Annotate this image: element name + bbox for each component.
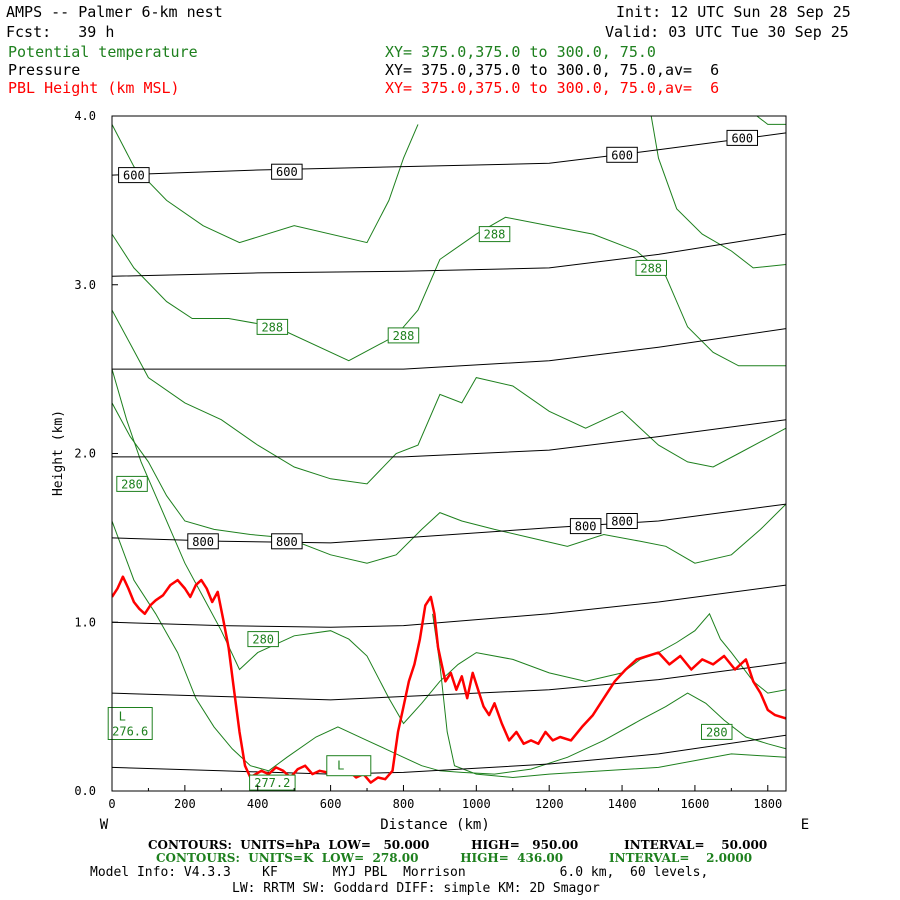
pressure-contour (112, 584, 786, 628)
theta-label: 288 (640, 261, 662, 275)
theta-label-box (116, 475, 148, 492)
x-tick-label: 200 (174, 797, 196, 811)
x-tick-label: 1400 (608, 797, 637, 811)
valid-time: Valid: 03 UTC Tue 30 Sep 25 (605, 23, 849, 41)
theta-contour (432, 613, 786, 779)
y-tick-label: 3.0 (74, 278, 96, 292)
theta-low-box (326, 755, 372, 777)
forecast-hour: Fcst: 39 h (6, 23, 115, 41)
chart-title: AMPS -- Palmer 6-km nest (6, 3, 223, 21)
pressure-label-box (606, 513, 638, 529)
y-tick-label: 2.0 (74, 447, 96, 461)
theta-low-marker: L (119, 710, 126, 724)
field1-xy: XY= 375.0,375.0 to 300.0, 75.0 (385, 43, 656, 61)
theta-contour (112, 368, 786, 725)
x-tick-label: 1200 (535, 797, 564, 811)
theta-low-box (107, 707, 153, 740)
pressure-contour (112, 233, 786, 277)
pressure-label: 800 (575, 520, 597, 534)
y-axis-label: Height (km) (51, 410, 66, 496)
pressure-label-box (271, 533, 303, 550)
theta-label: 280 (121, 477, 143, 491)
pressure-contour (112, 734, 786, 775)
theta-label: 280 (252, 633, 274, 647)
x-tick-label: 1800 (753, 797, 782, 811)
theta-label: 288 (484, 228, 506, 242)
footer-model-info: Model Info: V4.3.3 KF MYJ PBL Morrison 6… (90, 865, 709, 880)
theta-low-marker: L (337, 759, 344, 773)
field3-xy: XY= 375.0,375.0 to 300.0, 75.0,av= 6 (385, 79, 720, 97)
pressure-label: 600 (731, 131, 753, 145)
pressure-contour (112, 132, 786, 176)
field3-name: PBL Height (km MSL) (8, 79, 180, 97)
theta-contour (112, 216, 786, 367)
pressure-label: 800 (276, 535, 298, 549)
field2-name: Pressure (8, 61, 81, 79)
y-tick-label: 0.0 (74, 784, 96, 798)
pressure-contour (112, 503, 786, 544)
theta-contour (756, 116, 786, 125)
x-axis-label: Distance (km) (380, 817, 490, 833)
x-tick-label: 400 (247, 797, 269, 811)
theta-label-box (635, 259, 667, 276)
theta-label-box (247, 631, 279, 648)
theta-label: 288 (261, 320, 283, 334)
theta-label-box (478, 226, 511, 243)
pressure-label-box (187, 533, 219, 550)
theta-low-value: 276.6 (112, 725, 148, 739)
pressure-contour (112, 328, 786, 370)
theta-label: 280 (706, 725, 728, 739)
theta-label-box (701, 723, 733, 740)
theta-contour (650, 116, 786, 269)
x-tick-label: 800 (393, 797, 415, 811)
pressure-label: 800 (611, 515, 633, 529)
x-tick-label: 0 (108, 797, 115, 811)
pbl-height-line (112, 575, 786, 784)
pressure-label-box (118, 167, 150, 184)
pressure-label: 600 (276, 165, 298, 179)
theta-label: 277.2 (254, 776, 290, 790)
theta-label-box (256, 318, 289, 335)
theta-contour (112, 402, 786, 564)
pressure-label-box (606, 146, 638, 163)
y-tick-label: 4.0 (74, 109, 96, 123)
pressure-label: 600 (123, 169, 145, 183)
field2-xy: XY= 375.0,375.0 to 300.0, 75.0,av= 6 (385, 61, 720, 79)
east-label: E (801, 817, 809, 833)
pressure-contour (112, 662, 786, 701)
pressure-label-box (726, 129, 758, 146)
theta-contour (112, 520, 786, 775)
west-label: W (100, 817, 109, 833)
x-tick-label: 600 (320, 797, 342, 811)
x-tick-label: 1600 (680, 797, 709, 811)
pressure-label-box (271, 163, 303, 180)
footer-physics-info: LW: RRTM SW: Goddard DIFF: simple KM: 2D… (232, 881, 600, 896)
theta-contour (112, 124, 419, 244)
pressure-contour (112, 419, 786, 458)
field1-name: Potential temperature (8, 43, 198, 61)
theta-label: 288 (393, 329, 415, 343)
x-tick-label: 1000 (462, 797, 491, 811)
pressure-label-box (569, 518, 602, 535)
footer-theta-contours: CONTOURS: UNITS=K LOW= 278.00 HIGH= 436.… (156, 851, 753, 865)
footer-pressure-contours: CONTOURS: UNITS=hPa LOW= 50.000 HIGH= 95… (148, 838, 768, 852)
pressure-label: 800 (192, 535, 214, 549)
theta-label-box (249, 774, 296, 791)
init-time: Init: 12 UTC Sun 28 Sep 25 (616, 3, 851, 21)
pressure-label: 600 (611, 148, 633, 162)
y-tick-label: 1.0 (74, 615, 96, 629)
theta-label-box (387, 327, 420, 344)
theta-contour (112, 309, 786, 485)
